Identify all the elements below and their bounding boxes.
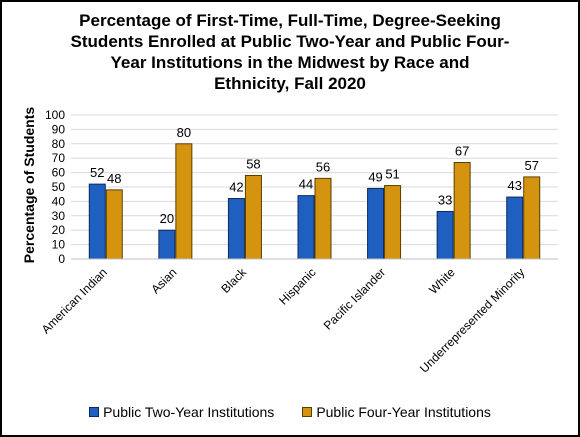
- bar: [105, 189, 123, 260]
- bar-value-label: 51: [385, 167, 399, 182]
- legend-item-two-year: Public Two-Year Institutions: [89, 404, 274, 420]
- chart-title: Percentage of First-Time, Full-Time, Deg…: [2, 10, 578, 94]
- y-tick-label: 100: [45, 108, 65, 122]
- chart-title-line-4: Ethnicity, Fall 2020: [214, 74, 366, 93]
- bar-value-label: 44: [299, 177, 313, 192]
- bar-value-label: 20: [160, 211, 174, 226]
- bar: [367, 187, 385, 260]
- x-tick-label: Black: [218, 265, 249, 296]
- y-tick-label: 10: [52, 238, 66, 252]
- bar-value-label: 42: [229, 180, 243, 195]
- legend-label-four-year: Public Four-Year Institutions: [316, 404, 491, 420]
- legend-label-two-year: Public Two-Year Institutions: [103, 404, 275, 420]
- bar: [88, 183, 106, 260]
- y-axis-title: Percentage of Students: [21, 107, 37, 264]
- bar-value-label: 58: [246, 156, 260, 171]
- x-tick-label: American Indian: [39, 265, 110, 336]
- bar: [506, 196, 524, 260]
- bars: [88, 143, 541, 260]
- x-tick-label: Pacific Islander: [321, 265, 388, 332]
- bar-value-label: 52: [90, 165, 104, 180]
- bar: [436, 210, 454, 260]
- bar: [453, 162, 471, 260]
- legend: Public Two-Year Institutions Public Four…: [2, 404, 578, 420]
- bar-value-label: 57: [524, 158, 538, 173]
- chart-title-line-2: Students Enrolled at Public Two-Year and…: [70, 32, 510, 51]
- bar: [227, 198, 245, 260]
- legend-swatch-four-year: [302, 407, 313, 417]
- x-tick-label: Asian: [148, 265, 179, 296]
- chart-title-line-3: Year Institutions in the Midwest by Race…: [110, 53, 470, 72]
- y-tick-label: 20: [52, 223, 66, 237]
- bar-value-label: 43: [507, 178, 521, 193]
- y-tick-label: 50: [52, 180, 66, 194]
- y-tick-label: 0: [58, 252, 65, 266]
- x-tick-label: Hispanic: [276, 265, 318, 307]
- bar-value-label: 33: [438, 192, 452, 207]
- y-tick-label: 80: [52, 137, 66, 151]
- bar: [244, 174, 262, 260]
- y-tick-label: 30: [52, 209, 66, 223]
- legend-item-four-year: Public Four-Year Institutions: [302, 404, 491, 420]
- bar: [314, 177, 332, 260]
- bar: [175, 143, 193, 260]
- bar-value-label: 80: [177, 125, 191, 140]
- bar: [297, 195, 315, 260]
- bar-value-label: 49: [368, 169, 382, 184]
- bar: [158, 229, 176, 260]
- y-tick-label: 70: [52, 151, 66, 165]
- chart-title-line-1: Percentage of First-Time, Full-Time, Deg…: [79, 11, 501, 30]
- bar-value-label: 67: [455, 144, 469, 159]
- legend-swatch-two-year: [89, 407, 100, 417]
- y-tick-label: 60: [52, 166, 66, 180]
- bar: [384, 185, 402, 260]
- x-tick-label: White: [426, 265, 458, 297]
- bar-value-label: 48: [107, 171, 121, 186]
- bar: [523, 176, 541, 260]
- y-tick-label: 90: [52, 122, 66, 136]
- y-tick-label: 40: [52, 194, 66, 208]
- bar-value-label: 56: [316, 159, 330, 174]
